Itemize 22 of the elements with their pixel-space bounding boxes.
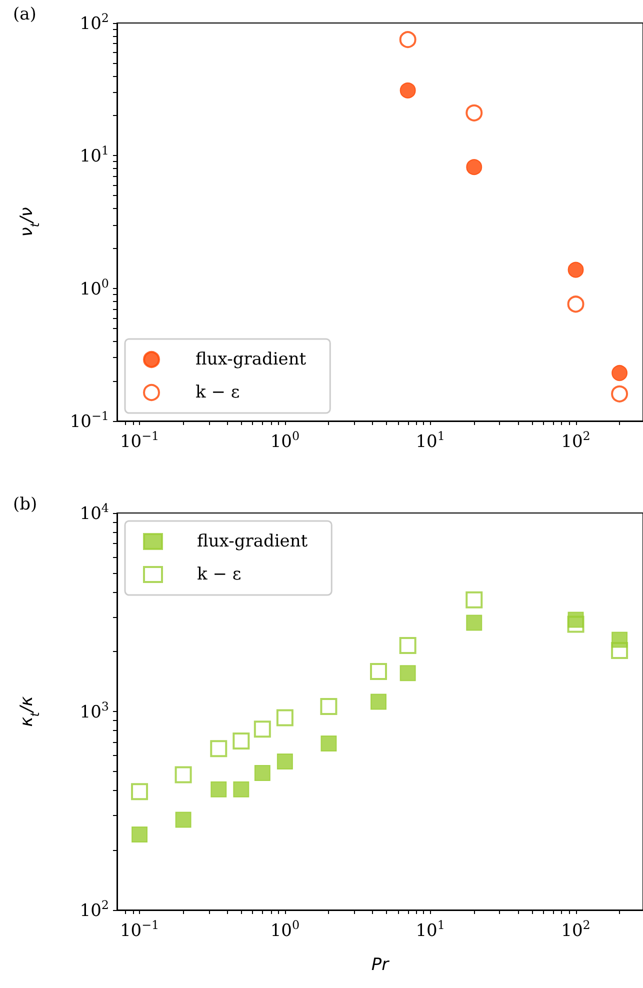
x-tick-label: 10$^{0}$ — [270, 429, 300, 452]
x-tick-label: 10$^{2}$ — [561, 918, 590, 941]
y-tick-label: 10$^{1}$ — [80, 144, 109, 167]
y-tick-label: 10$^{3}$ — [80, 700, 109, 722]
y-tick-label: 10$^{4}$ — [80, 501, 109, 524]
y-tick-label: 10$^{0}$ — [80, 276, 109, 300]
legend-label: k − ε — [196, 382, 240, 402]
x-axis-title: Pr — [371, 955, 390, 975]
x-tick-label: 10$^{1}$ — [416, 918, 445, 941]
chart-title: (a) — [13, 4, 36, 24]
x-tick-label: 10$^{0}$ — [270, 918, 300, 941]
y-tick-label: 10$^{−1}$ — [70, 409, 109, 432]
y-tick-label: 10$^{2}$ — [80, 11, 109, 34]
legend-label: flux-gradient — [197, 532, 308, 552]
legend-label: k − ε — [197, 564, 242, 584]
x-tick-label: 10$^{1}$ — [416, 429, 445, 452]
legend-label: flux-gradient — [196, 350, 306, 370]
chart-title: (b) — [13, 494, 38, 514]
x-tick-label: 10$^{2}$ — [561, 429, 590, 452]
x-tick-label: 10$^{−1}$ — [120, 429, 160, 452]
x-tick-label: 10$^{−1}$ — [120, 918, 160, 941]
y-tick-label: 10$^{2}$ — [80, 898, 109, 921]
